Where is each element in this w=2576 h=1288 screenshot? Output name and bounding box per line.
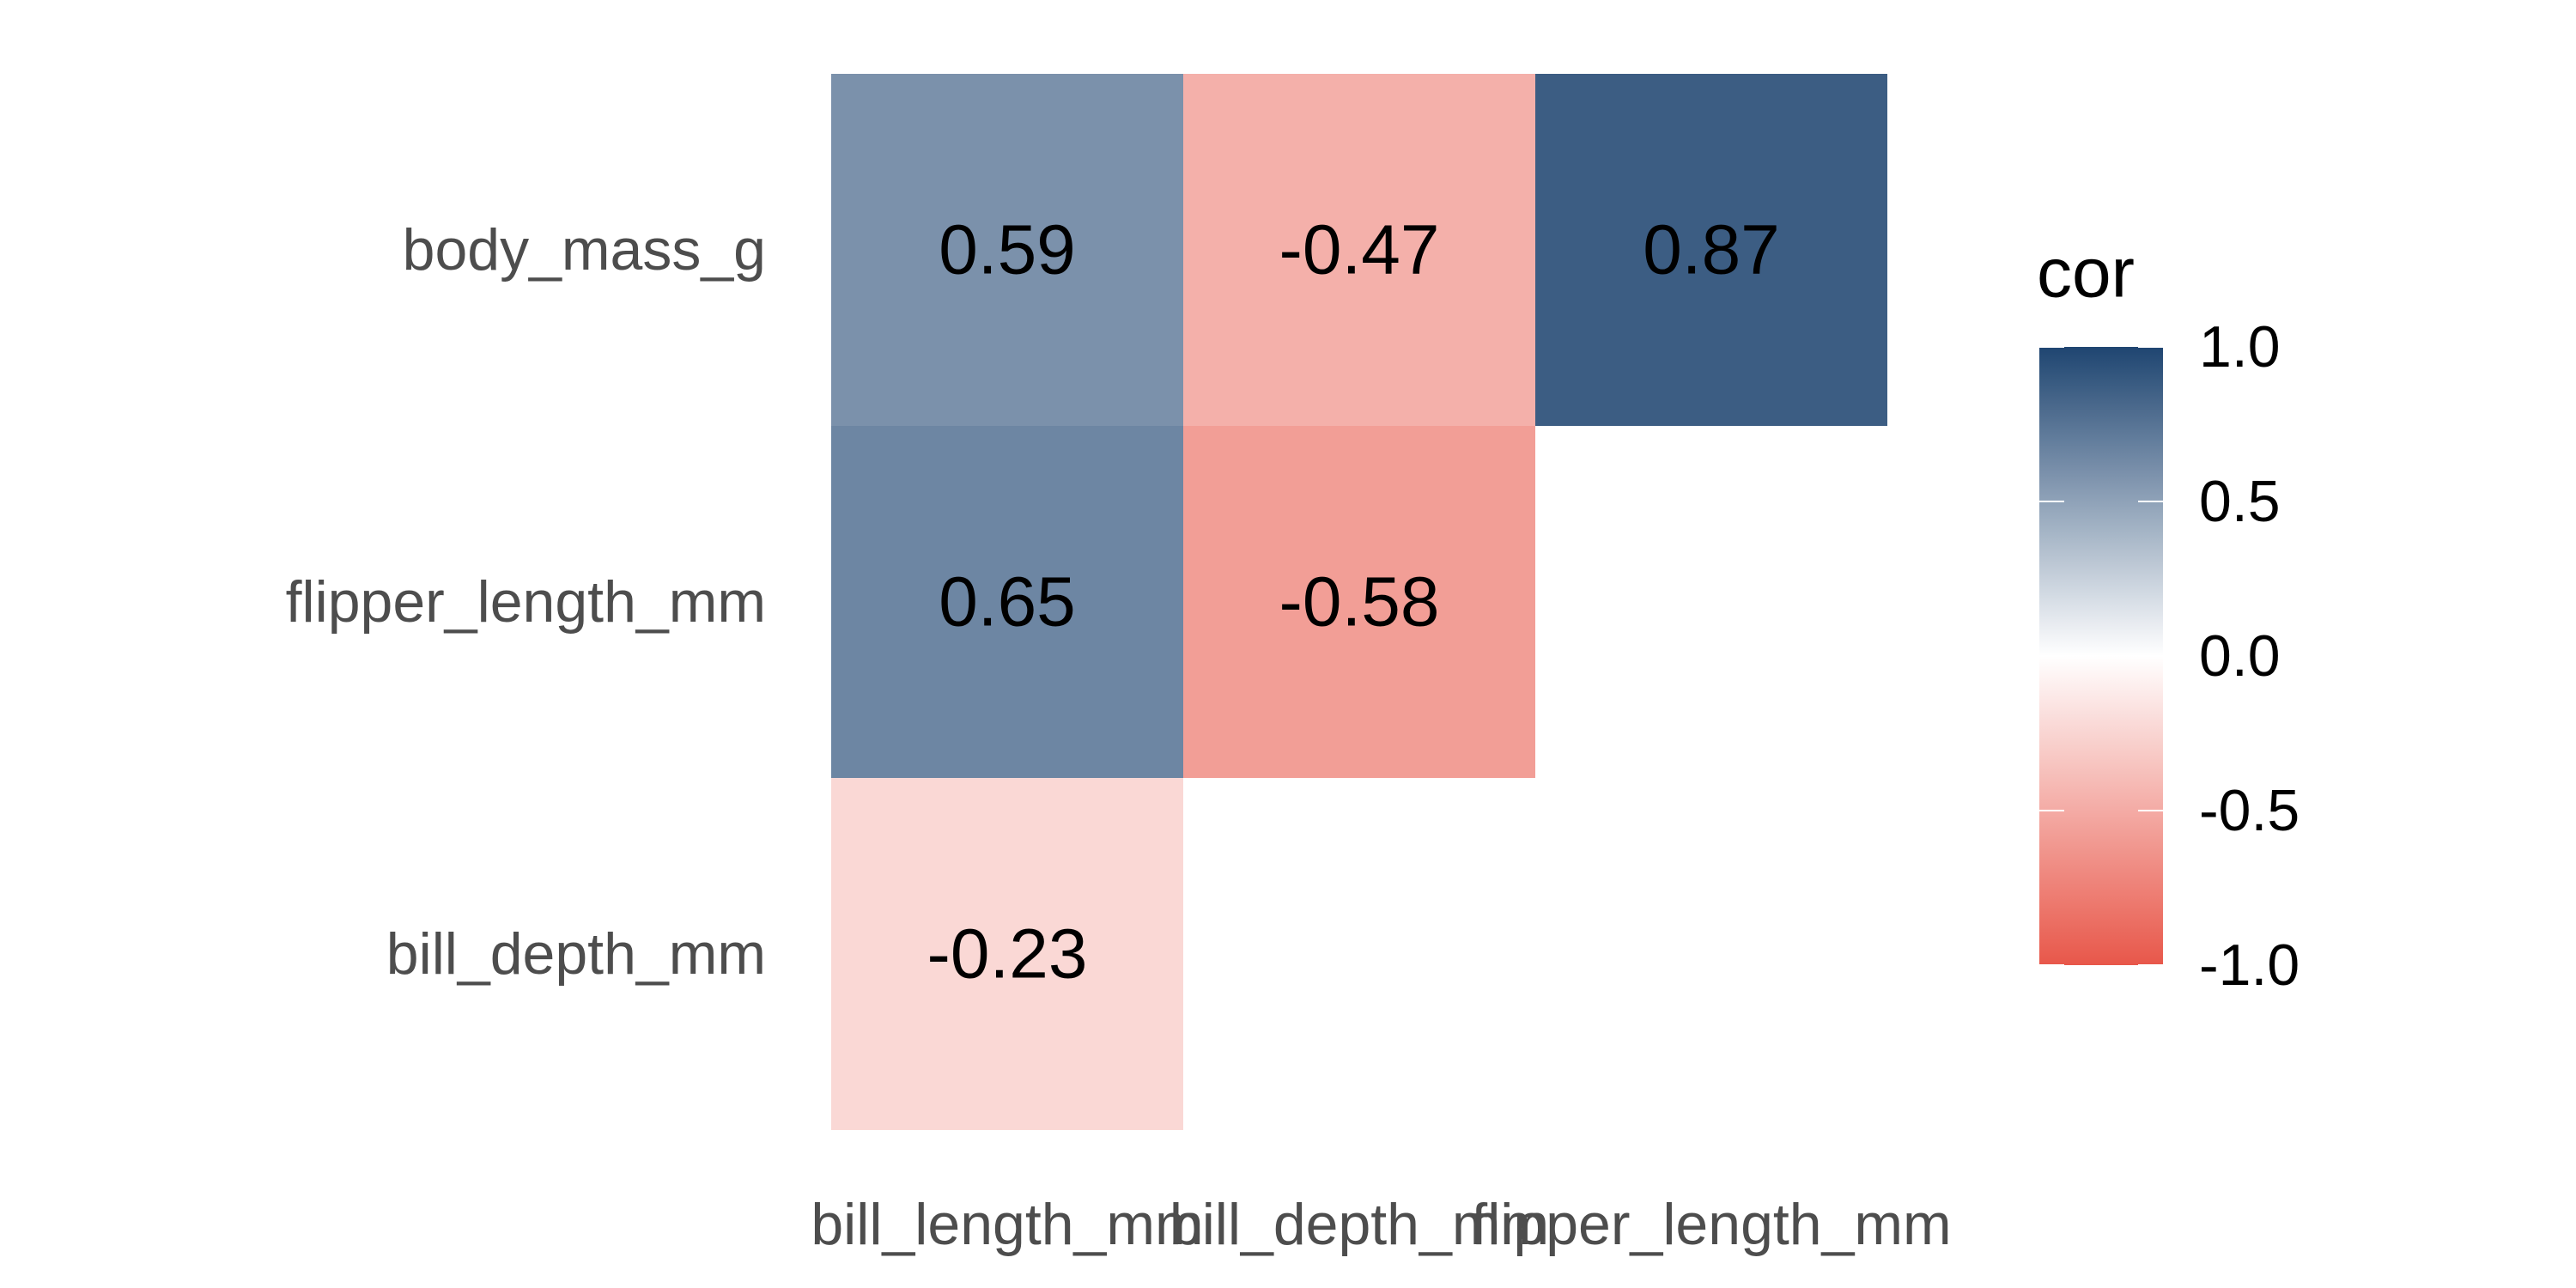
heatmap-cell-bill_length_mm-body_mass_g <box>831 74 1183 426</box>
cell-value-label: -0.58 <box>1279 563 1440 641</box>
heatmap-cell-flipper_length_mm-body_mass_g <box>1535 74 1887 426</box>
legend-tick-label: 1.0 <box>2199 314 2281 380</box>
legend-tick-label: 0.5 <box>2199 469 2281 534</box>
x-tick-label: bill_depth_mm <box>1170 1192 1549 1257</box>
legend-tick-label: -1.0 <box>2199 933 2300 998</box>
legend-title: cor <box>2037 234 2135 313</box>
heatmap-cell-labels: -0.23 0.65 -0.58 0.59 -0.47 0.87 <box>927 211 1780 993</box>
x-tick-label: bill_length_mm <box>811 1192 1203 1257</box>
y-tick-label: body_mass_g <box>403 217 766 283</box>
cell-value-label: 0.59 <box>939 211 1076 289</box>
y-axis: bill_depth_mm flipper_length_mm body_mass_… <box>286 217 766 987</box>
heatmap-cells <box>831 74 1887 1130</box>
cell-value-label: 0.87 <box>1643 211 1780 289</box>
legend-tick-label: -0.5 <box>2199 778 2300 843</box>
heatmap-cell-bill_length_mm-flipper_length_mm <box>831 426 1183 778</box>
heatmap-cell-bill_depth_mm-body_mass_g <box>1183 74 1535 426</box>
y-tick-label: flipper_length_mm <box>286 569 766 635</box>
y-tick-label: bill_depth_mm <box>386 921 766 987</box>
legend-tick-label: 0.0 <box>2199 623 2281 689</box>
x-tick-label: flipper_length_mm <box>1471 1192 1951 1257</box>
x-axis: bill_length_mmbill_depth_mmflipper_lengt… <box>811 1192 1951 1257</box>
cell-value-label: -0.23 <box>927 915 1088 993</box>
cell-value-label: -0.47 <box>1279 211 1440 289</box>
heatmap-cell-bill_depth_mm-flipper_length_mm <box>1183 426 1535 778</box>
color-legend: cor 1.0 0.5 0.0 -0.5 -1.0 <box>2037 234 2300 999</box>
cell-value-label: 0.65 <box>939 563 1076 641</box>
heatmap-cell-bill_length_mm-bill_depth_mm <box>831 778 1183 1130</box>
